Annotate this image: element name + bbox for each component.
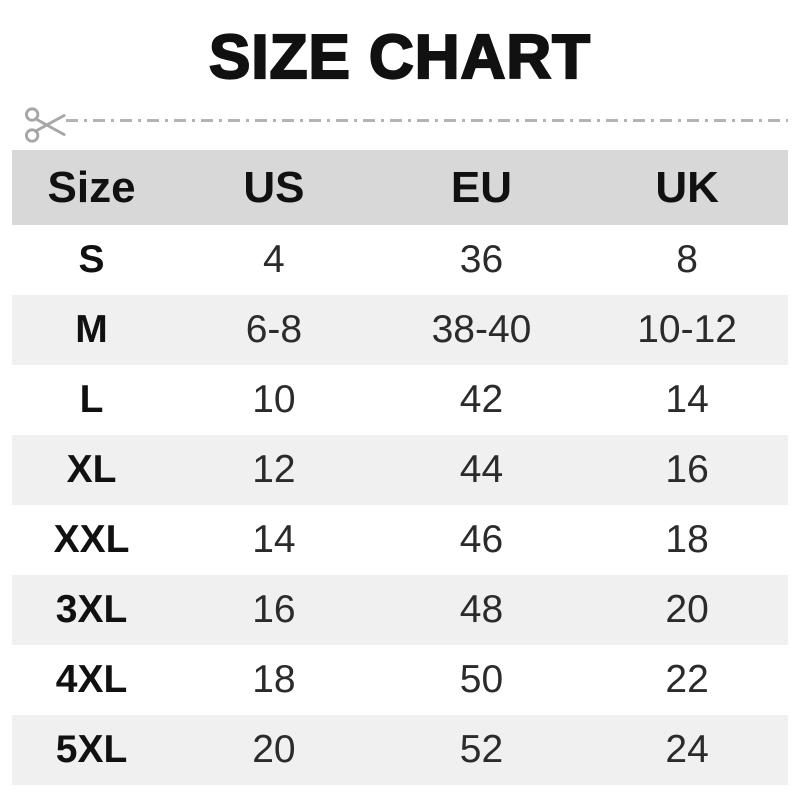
us-cell: 16 — [252, 588, 296, 631]
page-title: SIZE CHART — [208, 22, 591, 93]
uk-cell: 24 — [665, 728, 709, 771]
uk-cell: 22 — [665, 658, 709, 701]
uk-cell: 16 — [665, 448, 709, 491]
size-cell: M — [75, 308, 108, 351]
column-header-eu: EU — [450, 162, 513, 212]
table-row: L 10 42 14 — [12, 365, 788, 435]
column-header-us: US — [243, 162, 305, 212]
table-row: XL 12 44 16 — [12, 435, 788, 505]
size-cell: 5XL — [55, 728, 128, 771]
uk-cell: 20 — [665, 588, 709, 631]
us-cell: 20 — [252, 728, 296, 771]
column-header-size: Size — [47, 162, 136, 212]
table-row: M 6-8 38-40 10-12 — [12, 295, 788, 365]
eu-cell: 44 — [459, 448, 504, 491]
us-cell: 10 — [252, 378, 296, 421]
uk-cell: 10-12 — [637, 308, 737, 351]
table-row: 4XL 18 50 22 — [12, 645, 788, 715]
cut-dash-line — [66, 118, 788, 122]
size-cell: XL — [66, 448, 117, 491]
table-row: XXL 14 46 18 — [12, 505, 788, 575]
uk-cell: 8 — [676, 238, 698, 281]
size-chart-table: Size US EU UK S 4 36 8 M 6-8 38-40 10-12… — [12, 150, 788, 785]
eu-cell: 48 — [459, 588, 504, 631]
uk-cell: 18 — [665, 518, 709, 561]
us-cell: 18 — [252, 658, 296, 701]
table-row: S 4 36 8 — [12, 225, 788, 295]
size-cell: L — [79, 378, 104, 421]
eu-cell: 38-40 — [431, 308, 532, 351]
us-cell: 12 — [252, 448, 296, 491]
size-cell: S — [78, 238, 105, 281]
column-header-uk: UK — [655, 162, 719, 212]
table-row: 3XL 16 48 20 — [12, 575, 788, 645]
eu-cell: 42 — [459, 378, 504, 421]
table-row: 5XL 20 52 24 — [12, 715, 788, 785]
eu-cell: 52 — [459, 728, 504, 771]
us-cell: 14 — [252, 518, 296, 561]
size-cell: XXL — [53, 518, 130, 561]
uk-cell: 14 — [665, 378, 709, 421]
cut-line — [24, 100, 788, 144]
scissors-icon — [24, 107, 66, 143]
size-cell: 3XL — [55, 588, 128, 631]
us-cell: 4 — [263, 238, 285, 281]
size-cell: 4XL — [55, 658, 128, 701]
eu-cell: 36 — [459, 238, 504, 281]
eu-cell: 46 — [459, 518, 504, 561]
header-row: Size US EU UK — [12, 150, 788, 225]
us-cell: 6-8 — [245, 308, 303, 351]
eu-cell: 50 — [459, 658, 504, 701]
